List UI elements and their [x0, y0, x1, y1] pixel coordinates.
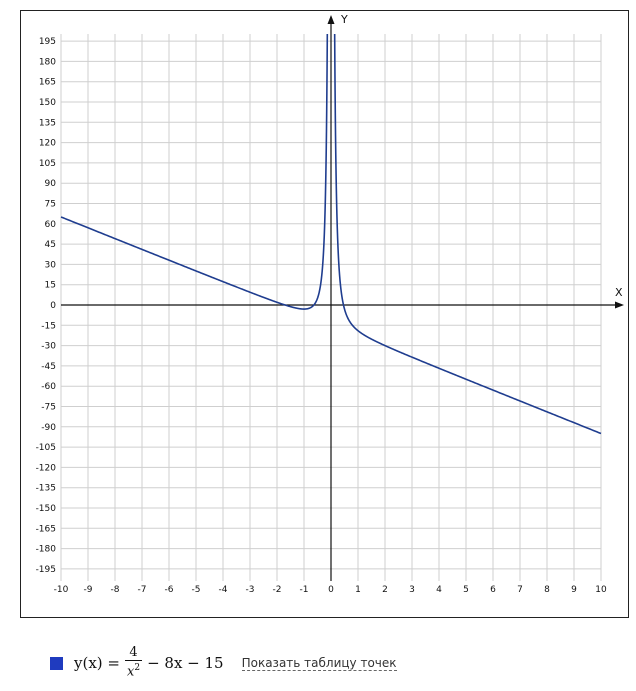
series-line-left-branch — [60, 34, 329, 310]
formula-fraction: 4 x2 — [124, 645, 143, 680]
y-tick-label: -135 — [36, 484, 56, 494]
y-tick-label: -75 — [41, 403, 56, 413]
show-table-link[interactable]: Показать таблицу точек — [241, 655, 397, 671]
x-tick-label: -10 — [54, 585, 69, 595]
y-tick-label: 60 — [45, 220, 57, 230]
tick-labels: -10 -9 -8 -7 -6 -5 -4 -3 -2 -1 0 1 2 3 4 5 6 7 8 9 101951801… — [36, 37, 607, 595]
y-tick-label: 15 — [45, 281, 56, 291]
legend: y(x) = 4 x2 − 8x − 15 Показать таблицу т… — [50, 645, 397, 680]
y-tick-label: 195 — [39, 37, 56, 47]
x-tick-label: 9 — [571, 585, 577, 595]
x-tick-label: -3 — [246, 585, 255, 595]
y-tick-label: 90 — [45, 179, 57, 189]
x-tick-label: -4 — [219, 585, 228, 595]
formula-lhs: y(x) = — [74, 654, 120, 672]
y-tick-label: 30 — [45, 260, 57, 270]
y-tick-label: 165 — [39, 78, 56, 88]
x-axis-label: X — [615, 286, 623, 299]
series-layer — [60, 34, 602, 435]
y-tick-label: -60 — [41, 382, 56, 392]
y-tick-label: 120 — [39, 139, 56, 149]
x-tick-label: -9 — [84, 585, 93, 595]
x-tick-label: 4 — [436, 585, 442, 595]
legend-formula: y(x) = 4 x2 − 8x − 15 — [74, 645, 224, 680]
y-tick-label: -150 — [36, 504, 57, 514]
x-tick-label: -1 — [300, 585, 309, 595]
y-tick-label: -90 — [41, 423, 56, 433]
axes: XY — [61, 13, 624, 581]
legend-swatch — [50, 656, 63, 670]
y-tick-label: -105 — [36, 443, 56, 453]
x-tick-label: 1 — [355, 585, 361, 595]
y-tick-label: 150 — [39, 98, 56, 108]
y-tick-label: 105 — [39, 159, 56, 169]
series-line-right-branch — [333, 34, 602, 435]
formula-numerator: 4 — [129, 645, 138, 661]
x-tick-label: 10 — [595, 585, 607, 595]
y-tick-label: -120 — [36, 463, 57, 473]
y-axis-arrow — [327, 15, 335, 24]
y-tick-label: 135 — [39, 118, 56, 128]
formula-rest: − 8x − 15 — [147, 654, 224, 672]
formula-denominator-exp: 2 — [134, 663, 141, 674]
fraction-bar — [124, 660, 143, 662]
x-tick-label: 2 — [382, 585, 388, 595]
y-tick-label: -165 — [36, 524, 56, 534]
x-tick-label: -2 — [273, 585, 282, 595]
x-tick-label: 7 — [517, 585, 523, 595]
x-tick-label: -5 — [192, 585, 201, 595]
formula-denominator: x2 — [125, 661, 142, 679]
y-tick-label: -45 — [41, 362, 56, 372]
x-tick-label: 6 — [490, 585, 496, 595]
y-tick-label: 75 — [45, 200, 56, 210]
y-axis-label: Y — [340, 13, 348, 26]
x-axis-arrow — [615, 301, 624, 309]
y-tick-label: -195 — [36, 565, 56, 575]
x-tick-label: -8 — [111, 585, 120, 595]
x-tick-label: -6 — [165, 585, 174, 595]
chart-plot: XY -10 -9 -8 -7 -6 -5 -4 -3 -2 -1 0 1 2 3 4 5 6 7 8 9 101951… — [36, 13, 624, 595]
formula-denominator-var: x — [126, 664, 135, 680]
y-tick-label: -30 — [41, 342, 56, 352]
y-tick-label: -180 — [36, 545, 57, 555]
x-tick-label: 3 — [409, 585, 415, 595]
y-tick-label: 180 — [39, 57, 56, 67]
x-tick-label: 8 — [544, 585, 550, 595]
x-tick-label: 0 — [328, 585, 334, 595]
y-tick-label: 0 — [50, 301, 56, 311]
y-tick-label: -15 — [41, 321, 56, 331]
x-tick-label: 5 — [463, 585, 469, 595]
x-tick-label: -7 — [138, 585, 147, 595]
y-tick-label: 45 — [45, 240, 56, 250]
